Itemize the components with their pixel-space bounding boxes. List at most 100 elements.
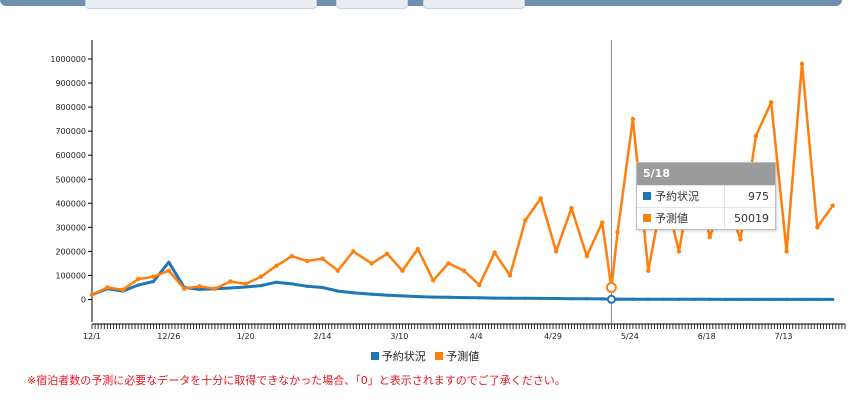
x-tick-label: 6/18 [698,332,716,341]
data-point-booking [228,286,232,290]
data-point-booking [274,280,279,284]
data-point-booking [290,282,294,286]
y-tick-label: 800000 [55,103,86,112]
data-point-booking [370,292,374,296]
legend-label: 予約状況 [381,350,426,363]
series-swatch-booking [643,192,651,200]
data-point-forecast [615,229,620,235]
data-point-forecast [599,220,605,225]
data-point-booking [754,297,758,301]
x-tick-label: 7/13 [775,332,793,341]
data-point-forecast [523,217,528,223]
series-swatch-forecast [643,214,651,222]
legend-swatch [435,352,444,360]
data-point-forecast [784,249,789,254]
top-tab[interactable] [423,0,525,9]
data-point-booking [167,260,171,264]
x-tick-label: 12/1 [83,332,101,341]
data-point-forecast [584,254,590,259]
x-tick-label: 5/24 [621,332,639,341]
data-point-forecast [304,258,310,264]
tooltip: 5/18 予約状況 975 予測値 50019 [636,162,776,230]
data-point-booking [462,295,466,300]
tooltip-row-value: 975 [748,190,769,203]
data-point-forecast [492,250,497,255]
data-point-booking [800,297,804,302]
x-tick-label: 3/10 [390,332,408,341]
top-tab[interactable] [85,0,317,9]
data-point-booking [662,297,666,301]
x-tick-label: 2/14 [314,332,332,341]
line-chart: 0 100000 200000 300000 400000 500000 600000 700… [50,40,846,341]
legend-item-booking[interactable]: 予約状況 [370,348,426,364]
x-tick-label: 12/26 [157,332,180,341]
data-point-booking [692,297,697,301]
data-point-forecast [166,268,172,273]
data-point-forecast [815,225,820,230]
data-point-booking [351,291,355,295]
y-tick-label: 200000 [55,247,86,256]
data-point-forecast [258,274,264,279]
data-point-booking [646,297,650,301]
y-tick-label: 100000 [55,271,86,280]
data-point-forecast [89,292,95,297]
data-point-booking [523,296,527,300]
data-point-booking [244,285,248,289]
data-point-forecast [369,261,374,266]
data-point-forecast [830,203,835,208]
data-point-booking [569,297,574,301]
data-point-forecast [289,254,294,259]
data-point-booking [585,297,589,301]
tooltip-row-value: 50019 [734,212,769,225]
legend: 予約状況 予測値 [0,348,850,364]
data-point-booking [197,287,202,291]
tooltip-row-label: 予測値 [655,212,688,225]
data-point-booking [554,296,558,301]
data-point-forecast [182,286,187,291]
top-tab[interactable] [336,0,408,9]
top-bar-strip [0,0,842,6]
tooltip-row-label: 予約状況 [655,190,699,203]
data-point-booking [508,296,512,300]
data-point-forecast [707,234,712,240]
data-point-booking [400,294,405,298]
data-point-booking [151,279,156,284]
data-point-forecast [228,279,233,284]
data-point-booking [416,295,420,299]
data-point-booking [493,296,497,300]
data-point-forecast [646,268,651,273]
data-point-booking [708,297,712,301]
data-point-forecast [105,285,110,290]
x-tick-label: 4/4 [470,332,483,341]
data-point-booking [336,289,340,293]
data-point-forecast [461,268,467,273]
data-point-forecast [553,249,559,254]
data-point-booking [785,297,789,301]
legend-label: 予測値 [446,350,480,363]
data-point-booking [259,283,263,288]
data-point-forecast [320,256,325,261]
y-tick-label: 400000 [55,199,86,208]
data-point-forecast [135,276,141,282]
data-point-forecast [197,284,202,289]
data-point-forecast [538,196,543,201]
data-point-forecast [212,286,218,291]
data-point-forecast [507,273,513,278]
data-point-forecast [799,61,805,67]
legend-item-forecast[interactable]: 予測値 [435,348,479,364]
data-point-forecast [569,205,574,211]
data-point-booking [738,297,743,301]
data-point-forecast [400,268,405,273]
data-point-forecast [351,249,356,254]
series-line-booking [91,260,833,301]
data-point-forecast [446,261,451,266]
data-point-forecast [243,281,248,287]
data-point-booking [600,297,604,301]
data-point-forecast [335,268,341,273]
legend-swatch [370,352,379,360]
hover-marker-booking [606,294,616,304]
top-bar [0,0,850,12]
data-point-booking [305,284,309,288]
data-point-booking [631,297,635,301]
data-point-forecast [274,263,279,269]
